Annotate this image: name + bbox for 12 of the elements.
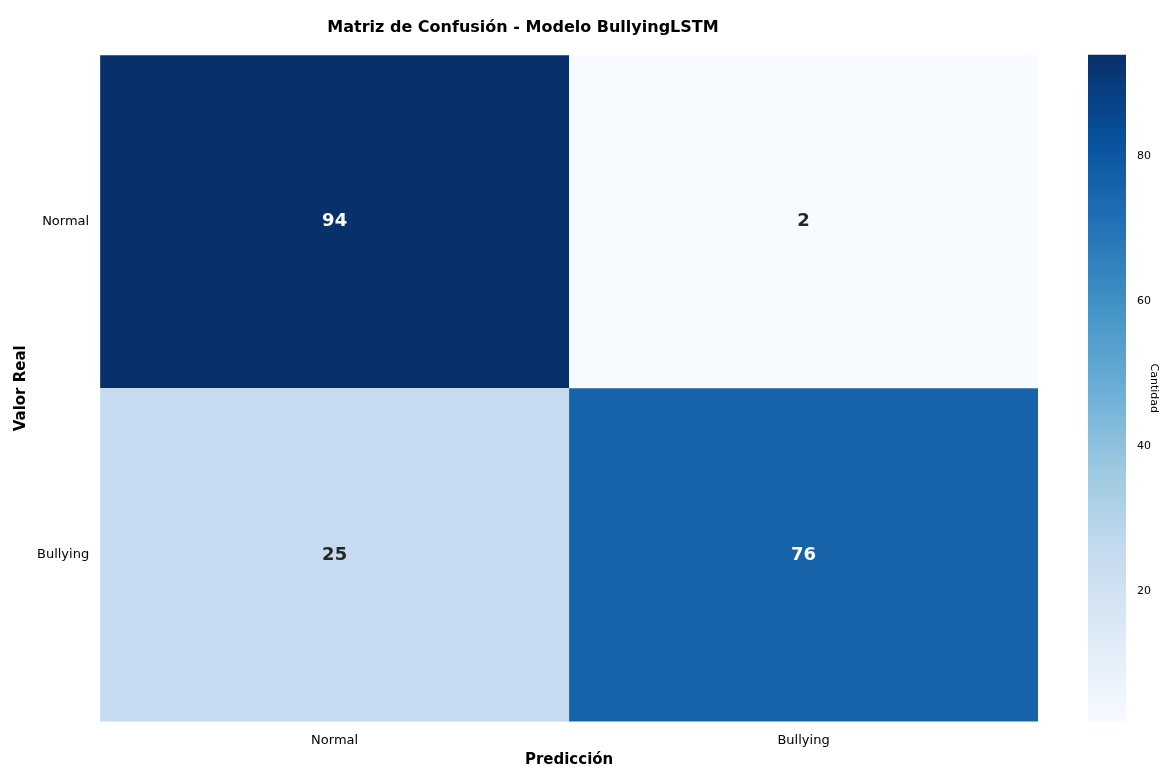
color-bar-label: 20 (1137, 583, 1151, 597)
color-bar-label: 40 (1137, 439, 1151, 453)
color-bar-label: 60 (1137, 294, 1151, 308)
x-axis-title: Predicción (524, 749, 614, 768)
data-label: 94 (322, 209, 348, 231)
color-bar-title: Cantidad (1147, 363, 1161, 414)
chart-title: Matriz de Confusión - Modelo BullyingLSTM (327, 16, 719, 36)
y-axis-title: Valor Real (10, 345, 29, 432)
data-label: 25 (322, 542, 348, 564)
data-label: 76 (791, 542, 817, 564)
data-label: 2 (797, 209, 810, 231)
color-bar-label: 80 (1137, 149, 1151, 163)
